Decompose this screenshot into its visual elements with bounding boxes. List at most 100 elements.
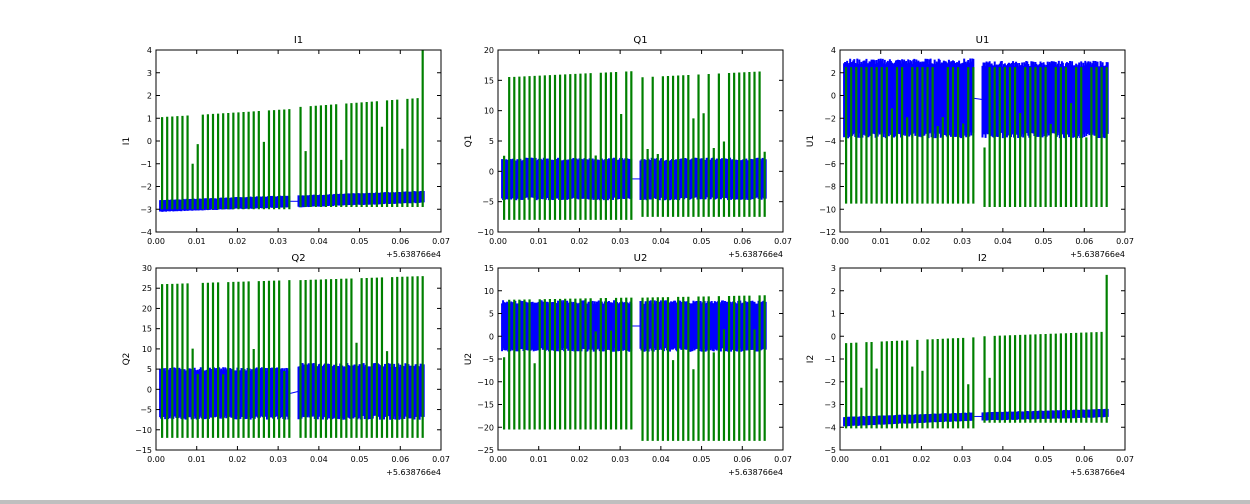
y-tick-label: 15 [142, 325, 152, 334]
y-tick-label: −5 [140, 406, 152, 415]
plot-area [159, 50, 425, 212]
x-tick-label: 0.07 [1116, 237, 1134, 246]
y-tick-label: 4 [831, 46, 836, 55]
x-tick-label: 0.01 [872, 455, 890, 464]
subplot-title: U2 [634, 253, 648, 264]
x-tick-label: 0.06 [391, 237, 409, 246]
x-tick-label: 0.07 [1116, 455, 1134, 464]
y-axis-label: U1 [806, 135, 816, 147]
y-tick-label: 20 [484, 46, 494, 55]
y-tick-label: 20 [142, 304, 152, 313]
y-tick-label: −10 [819, 205, 836, 214]
subplot-Q2: Q2 Q2 −15 −10 −5 0 5 10 15 20 25 30 0.00 0.01 0.02 0.03… [122, 253, 450, 477]
x-tick-label: 0.05 [693, 455, 711, 464]
x-tick-label: 0.05 [1035, 455, 1053, 464]
x-tick-label: 0.04 [994, 237, 1012, 246]
x-tick-label: 0.04 [652, 455, 670, 464]
x-tick-label: 0.05 [693, 237, 711, 246]
plot-area [843, 274, 1109, 429]
y-tick-label: −10 [477, 378, 494, 387]
x-tick-label: 0.03 [953, 237, 971, 246]
y-tick-label: 10 [142, 345, 152, 354]
plot-area [501, 71, 767, 220]
x-tick-label: 0.00 [489, 237, 507, 246]
x-tick-label: 0.06 [1075, 237, 1093, 246]
subplot-title: I1 [294, 35, 303, 46]
y-tick-label: 15 [484, 76, 494, 85]
y-tick-label: 0 [147, 385, 152, 394]
x-tick-label: 0.00 [489, 455, 507, 464]
y-axis-label: Q1 [464, 135, 474, 148]
x-offset-label: +5.638766e4 [386, 250, 441, 259]
y-tick-label: 1 [831, 310, 836, 319]
subplot-U1: U1 U1 −12 −10 −8 −6 −4 −2 0 2 4 0.00 0.01 0.02 0.03 0.0… [806, 35, 1134, 259]
series1-gap-line [974, 97, 983, 100]
y-tick-label: −5 [482, 355, 494, 364]
x-tick-label: 0.07 [432, 455, 450, 464]
x-offset-label: +5.638766e4 [728, 250, 783, 259]
x-tick-label: 0.03 [953, 455, 971, 464]
x-tick-label: 0.03 [269, 237, 287, 246]
y-tick-label: −4 [824, 423, 836, 432]
y-tick-label: 0 [831, 332, 836, 341]
y-tick-label: 5 [489, 310, 494, 319]
y-tick-label: −12 [819, 228, 836, 237]
x-tick-label: 0.01 [530, 237, 548, 246]
y-tick-label: 5 [147, 365, 152, 374]
y-tick-label: −3 [140, 205, 152, 214]
plot-area [159, 276, 425, 438]
y-tick-label: −1 [140, 160, 152, 169]
subplot-Q1: Q1 Q1 −10 −5 0 5 10 15 20 0.00 0.01 0.02 0.03 0.04 0.0… [464, 35, 792, 259]
x-tick-label: 0.02 [913, 455, 931, 464]
x-tick-label: 0.02 [229, 455, 247, 464]
y-tick-label: −10 [477, 228, 494, 237]
x-tick-label: 0.02 [571, 237, 589, 246]
y-tick-label: 1 [147, 114, 152, 123]
x-offset-label: +5.638766e4 [728, 468, 783, 477]
x-tick-label: 0.01 [872, 237, 890, 246]
plot-area [843, 58, 1109, 207]
x-tick-label: 0.04 [994, 455, 1012, 464]
subplot-I1: I1 I1 −4 −3 −2 −1 0 1 2 3 4 0.00 0.01 0.02 0.03 0.04 0.0… [122, 35, 450, 259]
subplot-title: Q2 [291, 253, 305, 264]
y-tick-label: 0 [831, 92, 836, 101]
y-tick-label: 0 [147, 137, 152, 146]
x-tick-label: 0.01 [530, 455, 548, 464]
y-tick-label: −2 [140, 183, 152, 192]
y-axis-label: Q2 [122, 353, 132, 366]
y-tick-label: −25 [477, 446, 494, 455]
y-tick-label: −15 [477, 401, 494, 410]
y-tick-label: −6 [824, 160, 836, 169]
x-tick-label: 0.03 [269, 455, 287, 464]
y-tick-label: 2 [831, 69, 836, 78]
subplot-title: U1 [976, 35, 990, 46]
x-tick-label: 0.06 [1075, 455, 1093, 464]
x-tick-label: 0.06 [733, 237, 751, 246]
y-tick-label: 0 [489, 332, 494, 341]
x-offset-label: +5.638766e4 [386, 468, 441, 477]
x-tick-label: 0.02 [571, 455, 589, 464]
y-axis-label: I2 [806, 355, 816, 363]
y-tick-label: 15 [484, 264, 494, 273]
y-tick-label: −2 [824, 378, 836, 387]
x-tick-label: 0.01 [188, 237, 206, 246]
x-tick-label: 0.06 [391, 455, 409, 464]
x-tick-label: 0.04 [310, 455, 328, 464]
y-tick-label: 0 [489, 167, 494, 176]
x-tick-label: 0.03 [611, 455, 629, 464]
y-axis-label: U2 [464, 353, 474, 365]
x-tick-label: 0.04 [652, 237, 670, 246]
x-tick-label: 0.00 [147, 455, 165, 464]
y-tick-label: −5 [824, 446, 836, 455]
y-tick-label: −4 [824, 137, 836, 146]
x-tick-label: 0.00 [831, 237, 849, 246]
y-tick-label: −10 [135, 426, 152, 435]
x-offset-label: +5.638766e4 [1070, 468, 1125, 477]
axes-frame [155, 267, 442, 451]
y-tick-label: 5 [489, 137, 494, 146]
y-tick-label: −3 [824, 401, 836, 410]
y-tick-label: −5 [482, 198, 494, 207]
y-tick-label: 2 [831, 287, 836, 296]
